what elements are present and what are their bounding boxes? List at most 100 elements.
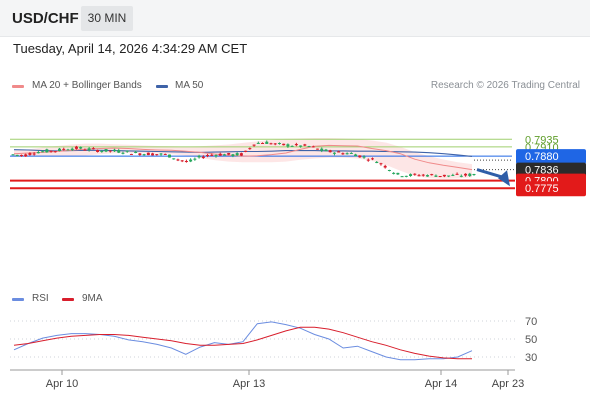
candle-body bbox=[261, 143, 265, 145]
candle-body bbox=[248, 148, 252, 150]
candle-body bbox=[277, 142, 281, 144]
candle-body bbox=[337, 151, 341, 153]
candle-body bbox=[379, 163, 383, 165]
candle-body bbox=[354, 154, 358, 157]
candle-body bbox=[421, 174, 425, 176]
candle-body bbox=[108, 150, 112, 152]
candle-body bbox=[299, 145, 303, 147]
candle-body bbox=[36, 152, 40, 154]
x-tick-label: Apr 13 bbox=[233, 378, 265, 390]
rsi-tick-label: 50 bbox=[525, 334, 537, 346]
candle-body bbox=[100, 151, 104, 153]
candle-body bbox=[375, 161, 379, 164]
candle-body bbox=[320, 148, 324, 151]
candle-body bbox=[113, 149, 117, 152]
candle-body bbox=[155, 154, 159, 156]
candle-body bbox=[24, 154, 28, 157]
candle-body bbox=[282, 143, 286, 146]
candle-body bbox=[176, 159, 180, 161]
rsi-line bbox=[13, 321, 473, 361]
candle-body bbox=[96, 150, 100, 152]
level-label-0.7836: 0.7836 bbox=[525, 165, 559, 177]
candle-body bbox=[442, 174, 446, 177]
candle-body bbox=[45, 149, 49, 153]
candle-body bbox=[464, 173, 468, 176]
candle-body bbox=[468, 173, 472, 177]
candle-body bbox=[349, 152, 353, 154]
candle-body bbox=[332, 152, 336, 154]
candle-body bbox=[447, 175, 451, 177]
rsi-ma-legend-swatch bbox=[62, 298, 74, 301]
candle-body bbox=[370, 158, 374, 160]
candle-body bbox=[66, 149, 70, 151]
ma50-legend-label: MA 50 bbox=[175, 80, 204, 91]
candle-body bbox=[167, 154, 171, 158]
candle-body bbox=[425, 175, 429, 177]
ma50-line bbox=[13, 149, 473, 157]
rsi-legend-swatch bbox=[12, 298, 24, 301]
x-tick-label: Apr 23 bbox=[492, 378, 524, 390]
candle-body bbox=[193, 158, 197, 160]
candle-body bbox=[15, 154, 19, 156]
candle-body bbox=[227, 152, 231, 155]
candle-body bbox=[311, 146, 315, 148]
bollinger-bands-area bbox=[14, 138, 472, 179]
candle-body bbox=[434, 175, 438, 177]
candle-body bbox=[151, 153, 155, 156]
candle-body bbox=[231, 154, 235, 157]
candle-body bbox=[235, 153, 239, 156]
level-label-0.7935: 0.7935 bbox=[525, 134, 559, 146]
candle-body bbox=[70, 148, 74, 150]
candle-body bbox=[273, 143, 277, 145]
candle-body bbox=[180, 160, 184, 162]
rsi-ma-line bbox=[13, 326, 472, 360]
candle-body bbox=[455, 173, 459, 175]
ma20-legend-swatch bbox=[12, 85, 24, 88]
candle-body bbox=[129, 153, 133, 155]
symbol-label: USD/CHF bbox=[12, 10, 79, 27]
candle-body bbox=[58, 148, 62, 152]
candle-body bbox=[362, 156, 366, 158]
candle-body bbox=[28, 153, 32, 155]
candle-body bbox=[366, 159, 370, 161]
candles-group bbox=[11, 140, 476, 178]
candle-body bbox=[451, 174, 455, 176]
candle-body bbox=[345, 153, 349, 155]
candle-body bbox=[142, 154, 146, 156]
candle-body bbox=[146, 152, 150, 156]
candle-body bbox=[11, 154, 15, 156]
candle-body bbox=[438, 176, 442, 178]
timeframe-button[interactable]: 30 MIN bbox=[81, 6, 133, 31]
chart-header: USD/CHF 30 MIN bbox=[0, 0, 590, 37]
timestamp: Tuesday, April 14, 2026 4:34:29 AM CET bbox=[13, 41, 248, 56]
candle-body bbox=[189, 159, 193, 162]
candle-body bbox=[459, 175, 463, 177]
candle-body bbox=[41, 151, 45, 153]
ma50-legend-swatch bbox=[156, 85, 168, 88]
candle-body bbox=[19, 154, 23, 156]
candle-body bbox=[409, 174, 413, 176]
candle-body bbox=[184, 161, 188, 163]
rsi-tick-label: 70 bbox=[525, 316, 537, 328]
rsi-legend-label: RSI bbox=[32, 293, 49, 304]
candle-body bbox=[74, 146, 78, 149]
level-label-0.7775: 0.7775 bbox=[525, 183, 559, 195]
candle-body bbox=[121, 152, 125, 154]
candle-body bbox=[83, 149, 87, 151]
candle-body bbox=[387, 169, 391, 171]
candle-body bbox=[472, 173, 476, 176]
candle-body bbox=[32, 153, 36, 155]
level-tag-0.7775 bbox=[516, 181, 586, 197]
candle-body bbox=[430, 174, 434, 176]
candle-body bbox=[358, 155, 362, 158]
candle-body bbox=[341, 153, 345, 155]
candle-body bbox=[252, 144, 256, 146]
candle-body bbox=[383, 165, 387, 168]
candle-body bbox=[307, 146, 311, 148]
candle-body bbox=[49, 150, 53, 152]
candle-body bbox=[117, 150, 121, 153]
candle-body bbox=[303, 144, 307, 146]
candle-body bbox=[324, 149, 328, 152]
candle-body bbox=[104, 149, 108, 152]
